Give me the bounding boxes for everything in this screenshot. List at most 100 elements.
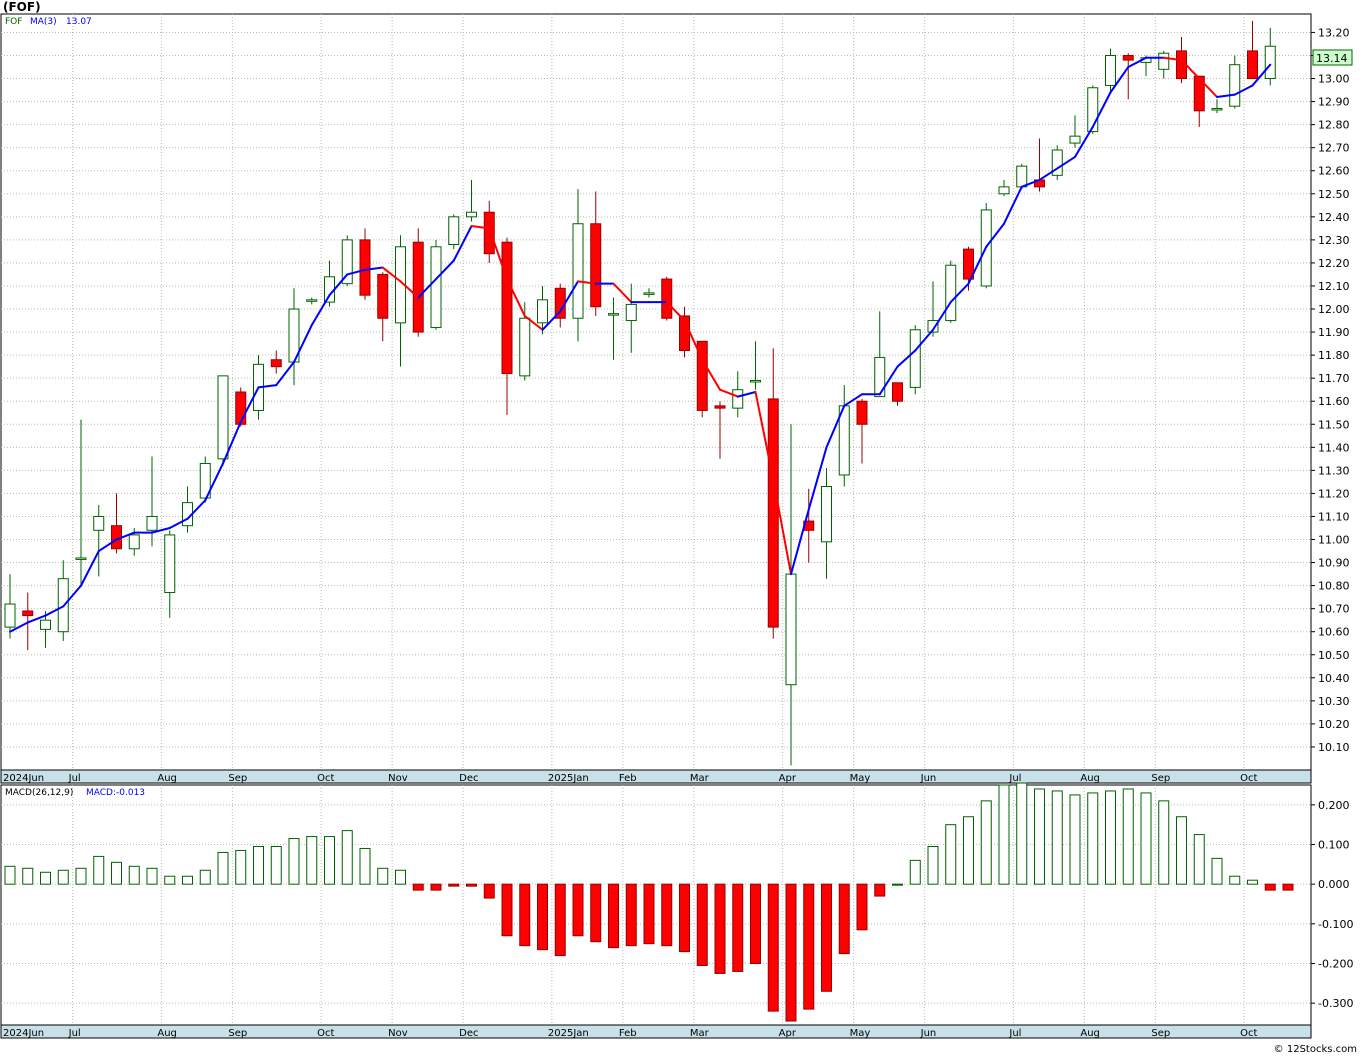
candle-body (590, 223, 602, 308)
macd-bar (927, 845, 939, 885)
ma3-segment (222, 420, 242, 465)
last-price-value: 13.14 (1316, 52, 1348, 65)
ma3-segment (1003, 185, 1023, 225)
candle (1122, 53, 1134, 100)
macd-bar (679, 883, 690, 953)
candle (1247, 20, 1258, 80)
month-label: Oct (1240, 1028, 1257, 1039)
ma3-segment (239, 386, 260, 423)
macd-bar (324, 836, 335, 885)
candle-body (732, 389, 744, 409)
macd-bar (856, 883, 868, 931)
price-tick-label: 10.60 (1318, 626, 1350, 639)
price-axis: 10.10 10.20 10.30 10.40 10.50 10.60 10.70 10.80… (1311, 26, 1350, 754)
ma3-segment (790, 508, 810, 576)
candle-body (625, 303, 637, 322)
ma3-segment (364, 266, 384, 271)
macd-bar (111, 861, 122, 885)
ma3-segment (523, 314, 544, 331)
ma3-segment (541, 310, 562, 331)
ma3-segment (470, 225, 491, 230)
candle (93, 504, 105, 577)
footer-credit: © 12Stocks.com (1274, 1044, 1357, 1055)
candle-body (1193, 75, 1205, 112)
candle-body (4, 603, 16, 628)
candle-body (714, 405, 726, 409)
ma3-segment (310, 294, 331, 327)
macd-legend-value: MACD:-0.013 (86, 788, 145, 798)
ma3-segment (559, 280, 579, 313)
price-tick-label: 11.80 (1318, 349, 1350, 362)
candle-body (235, 391, 247, 425)
candle (501, 237, 513, 416)
candle (998, 179, 1010, 197)
candle (4, 574, 16, 639)
macd-bar (554, 883, 566, 957)
ma3-segment (612, 282, 633, 304)
candle (430, 239, 442, 330)
month-label: Nov (388, 1028, 408, 1039)
macd-bar (1087, 792, 1099, 885)
macd-bar (22, 867, 34, 885)
candle-body (1087, 87, 1099, 133)
month-label: Oct (317, 773, 334, 784)
month-labels-bottom: 2024Jun Jul Aug Sep Oct Nov Dec 2025Jan Feb Mar Ap… (3, 1028, 1257, 1039)
macd-bar (270, 845, 282, 885)
candle (696, 340, 708, 418)
macd-bar (1034, 788, 1045, 885)
candle (750, 341, 761, 390)
month-label: Sep (1151, 773, 1170, 784)
ma3-segment (346, 268, 366, 276)
candle-body (519, 317, 531, 377)
candle-body (750, 379, 761, 383)
macd-bar (501, 883, 513, 937)
ma3-segment (506, 278, 526, 317)
ma3-segment (381, 266, 402, 283)
candle (1264, 27, 1276, 86)
macd-bar (448, 883, 460, 887)
ma3-segment (328, 273, 349, 297)
price-tick-label: 12.80 (1318, 119, 1350, 132)
ma3-segment (1251, 63, 1272, 87)
legend-symbol: FOF (5, 17, 22, 27)
ma3-segment (1162, 56, 1183, 62)
date-strip-bottom (0, 1024, 1312, 1039)
price-tick-label: 11.20 (1318, 487, 1350, 500)
ma3-segment (985, 222, 1005, 248)
macd-bar (519, 883, 531, 947)
month-label: Oct (317, 1028, 334, 1039)
candle (483, 200, 495, 263)
candle (22, 592, 34, 651)
macd-axis: 0.200 0.100 0.000 -0.100 -0.200 -0.300 (1311, 799, 1353, 1010)
month-label: 2024Jun (3, 773, 44, 784)
ma3-segment (807, 446, 828, 511)
month-label: 2024Jun (3, 1028, 44, 1039)
macd-bar (892, 883, 903, 886)
candle (892, 382, 903, 406)
candle-body (75, 557, 87, 560)
candle (217, 375, 229, 466)
candle-body (1247, 50, 1258, 80)
macd-bar (395, 869, 406, 885)
candle-body (306, 299, 318, 302)
macd-bar (306, 836, 318, 885)
candle (643, 288, 655, 298)
month-label: Jun (920, 773, 937, 784)
ma3-segment (878, 365, 899, 396)
ma3-segment (1074, 125, 1094, 158)
candle-body (1211, 108, 1223, 111)
date-strip-top (0, 769, 1312, 784)
macd-bar (572, 883, 584, 937)
ma3-segment (825, 404, 846, 449)
macd-bar (537, 883, 548, 951)
month-label: Dec (459, 1028, 478, 1039)
macd-legend: MACD(26,12,9) (5, 788, 73, 798)
candle (341, 235, 353, 286)
ma3-segment (701, 358, 721, 391)
macd-bar (608, 883, 619, 949)
macd-bar (980, 800, 992, 885)
price-tick-label: 12.60 (1318, 165, 1350, 178)
price-tick-label: 12.30 (1318, 234, 1350, 247)
ma3-segment (1109, 66, 1130, 94)
candle-body (466, 211, 477, 218)
